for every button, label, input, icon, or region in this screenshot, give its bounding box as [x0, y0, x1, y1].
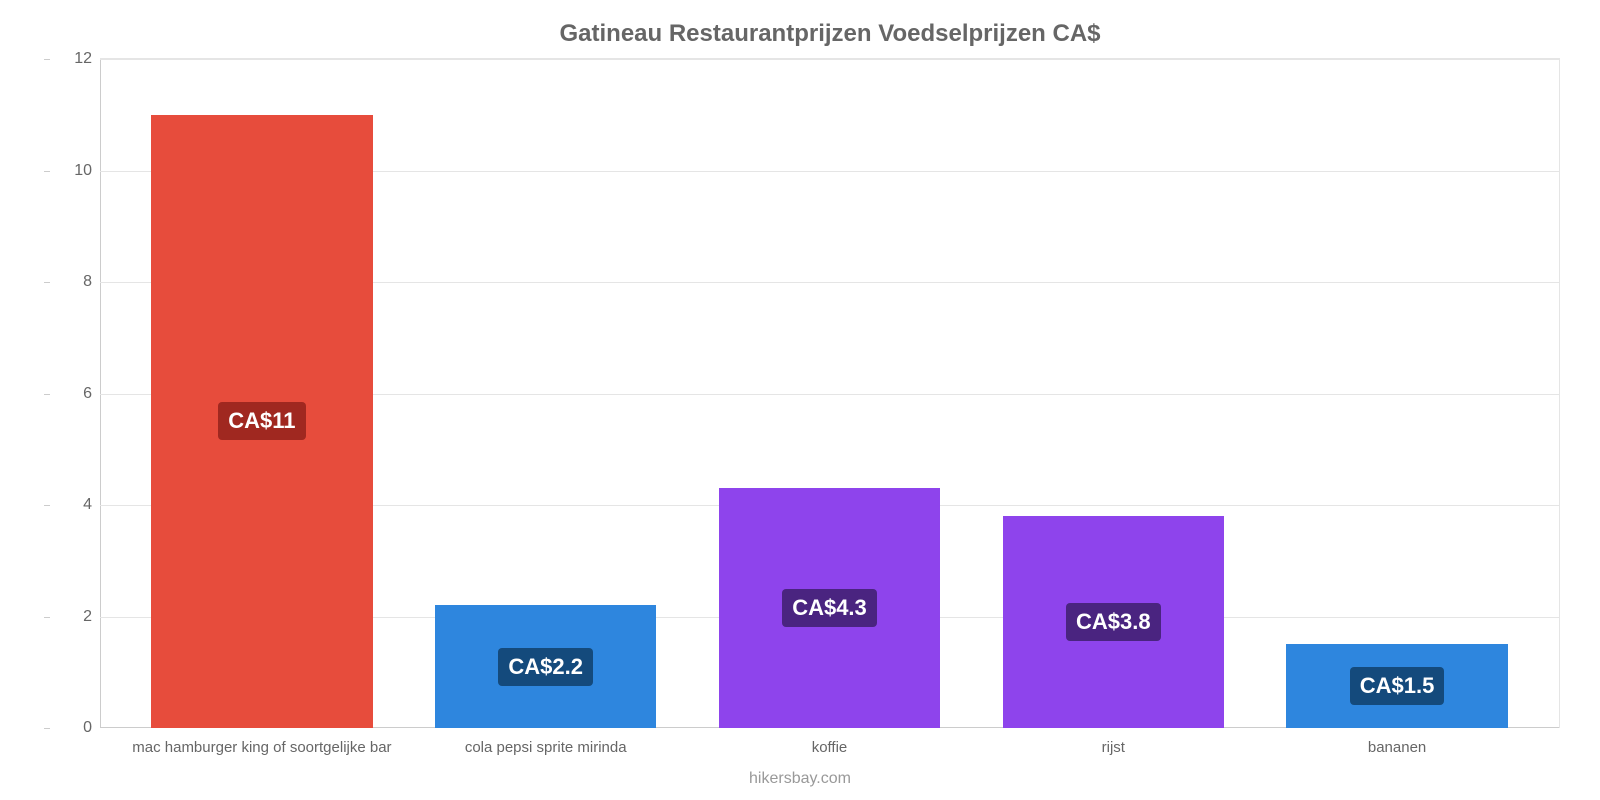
y-axis: 024681012 [50, 59, 100, 728]
bar-group: CA$2.2 [404, 59, 688, 728]
x-tick-label: bananen [1255, 739, 1539, 756]
x-tick-label: mac hamburger king of soortgelijke bar [120, 739, 404, 756]
y-tick-label: 10 [74, 162, 92, 180]
bar: CA$4.3 [719, 488, 940, 728]
bar-group: CA$11 [120, 59, 404, 728]
y-tick-mark [44, 394, 50, 395]
bar-value-label: CA$11 [218, 402, 305, 440]
y-tick-label: 2 [83, 608, 92, 626]
plot-area: 024681012 CA$11CA$2.2CA$4.3CA$3.8CA$1.5 … [100, 58, 1560, 728]
bar: CA$11 [151, 115, 372, 728]
bars-area: CA$11 CA$2.2 CA$4.3 CA$3.8 CA$1.5 [100, 59, 1559, 728]
bar-group: CA$4.3 [688, 59, 972, 728]
chart-title: Gatineau Restaurantprijzen Voedselprijze… [100, 20, 1560, 48]
x-tick-label: cola pepsi sprite mirinda [404, 739, 688, 756]
bar-group: CA$1.5 [1255, 59, 1539, 728]
y-tick-label: 8 [83, 273, 92, 291]
bar-value-label: CA$1.5 [1350, 667, 1445, 705]
y-tick-mark [44, 728, 50, 729]
y-tick-mark [44, 282, 50, 283]
bar: CA$1.5 [1286, 644, 1507, 728]
bar-value-label: CA$3.8 [1066, 603, 1161, 641]
bar-value-label: CA$2.2 [498, 648, 593, 686]
bar: CA$2.2 [435, 605, 656, 728]
x-axis-labels: mac hamburger king of soortgelijke barco… [100, 739, 1559, 756]
y-tick-label: 6 [83, 385, 92, 403]
y-tick-mark [44, 59, 50, 60]
y-tick-label: 12 [74, 50, 92, 68]
y-tick-mark [44, 171, 50, 172]
y-tick-label: 4 [83, 496, 92, 514]
y-tick-mark [44, 505, 50, 506]
bar-group: CA$3.8 [971, 59, 1255, 728]
y-tick-mark [44, 617, 50, 618]
bar: CA$3.8 [1003, 516, 1224, 728]
x-tick-label: koffie [688, 739, 972, 756]
chart-container: Gatineau Restaurantprijzen Voedselprijze… [100, 20, 1560, 740]
y-tick-label: 0 [83, 719, 92, 737]
x-tick-label: rijst [971, 739, 1255, 756]
bar-value-label: CA$4.3 [782, 589, 877, 627]
attribution-text: hikersbay.com [0, 770, 1600, 788]
